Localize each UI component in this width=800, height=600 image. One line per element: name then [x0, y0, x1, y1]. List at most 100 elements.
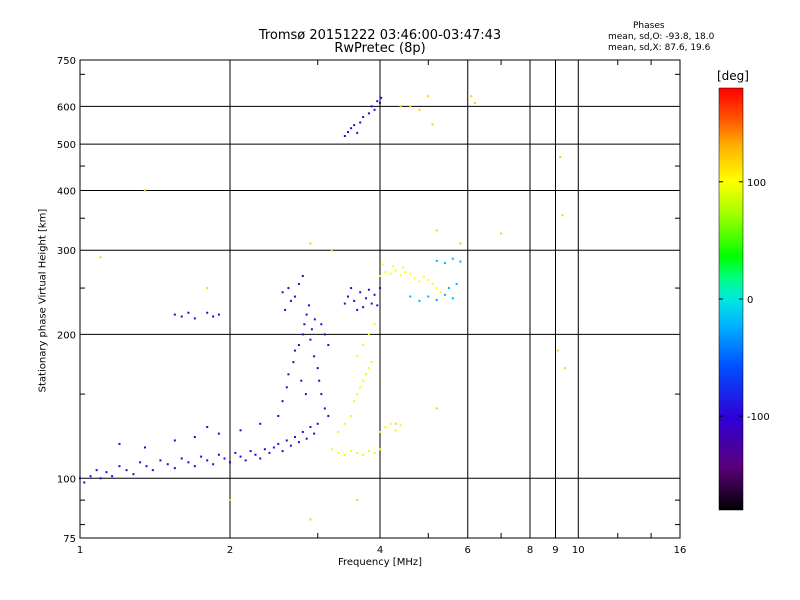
- data-point: [356, 355, 359, 358]
- x-tick-label: 6: [465, 545, 471, 556]
- data-point: [418, 280, 421, 283]
- data-point: [359, 386, 362, 389]
- data-point: [297, 441, 300, 444]
- colorbar-tick-label: -100: [747, 412, 770, 423]
- data-point: [362, 306, 365, 309]
- data-point: [180, 457, 183, 460]
- data-point: [563, 367, 566, 370]
- data-point: [399, 105, 402, 108]
- data-point: [206, 311, 209, 314]
- phases-x-stats: mean, sd,X: 87.6, 19.6: [608, 43, 711, 53]
- data-point: [380, 96, 383, 99]
- data-point: [451, 257, 454, 260]
- data-point: [402, 266, 405, 269]
- data-point: [95, 469, 98, 472]
- data-point: [118, 442, 121, 445]
- y-tick-label: 750: [57, 56, 76, 67]
- data-point: [143, 446, 146, 449]
- data-point: [362, 344, 365, 347]
- data-point: [356, 499, 359, 502]
- grid-lines: [80, 60, 680, 538]
- data-point: [145, 465, 148, 468]
- data-point: [301, 430, 304, 433]
- data-point: [343, 135, 346, 138]
- data-point: [356, 451, 359, 454]
- data-point: [244, 459, 247, 462]
- data-point: [373, 108, 376, 111]
- data-point: [307, 304, 310, 307]
- data-point: [373, 293, 376, 296]
- data-point: [313, 355, 316, 358]
- data-point: [343, 422, 346, 425]
- data-point: [439, 291, 442, 294]
- data-point: [139, 461, 142, 464]
- data-point: [206, 459, 209, 462]
- data-point: [200, 455, 203, 458]
- data-point: [272, 446, 275, 449]
- data-point: [413, 277, 416, 280]
- data-point: [316, 367, 319, 370]
- data-point: [399, 424, 402, 427]
- data-point: [359, 121, 362, 124]
- data-point: [373, 451, 376, 454]
- data-point: [427, 295, 430, 298]
- y-tick-label: 300: [57, 246, 76, 257]
- data-point: [418, 299, 421, 302]
- data-point: [356, 308, 359, 311]
- data-point: [337, 430, 340, 433]
- data-point: [287, 287, 290, 290]
- data-point: [268, 451, 271, 454]
- data-point: [206, 426, 209, 429]
- data-point: [99, 477, 102, 480]
- data-point: [384, 271, 387, 274]
- phases-o-stats: mean, sd,O: -93.8, 18.0: [608, 32, 715, 42]
- data-point: [394, 422, 397, 425]
- colorbar-tick-label: 100: [747, 178, 766, 189]
- data-point: [353, 299, 356, 302]
- data-point: [422, 275, 425, 278]
- data-points: [79, 95, 566, 521]
- data-point: [187, 461, 190, 464]
- data-point: [293, 349, 296, 352]
- y-tick-label: 100: [57, 474, 76, 485]
- data-point: [293, 295, 296, 298]
- data-point: [217, 432, 220, 435]
- data-point: [350, 287, 353, 290]
- data-point: [409, 295, 412, 298]
- data-point: [427, 278, 430, 281]
- data-point: [435, 229, 438, 232]
- data-point: [389, 272, 392, 275]
- data-point: [234, 451, 237, 454]
- data-point: [187, 311, 190, 314]
- data-point: [303, 323, 306, 326]
- data-point: [443, 262, 446, 265]
- data-point: [384, 426, 387, 429]
- x-tick-label: 16: [674, 545, 687, 556]
- data-point: [159, 459, 162, 462]
- data-point: [346, 295, 349, 298]
- data-point: [373, 323, 376, 326]
- data-point: [217, 313, 220, 316]
- data-point: [367, 288, 370, 291]
- data-point: [431, 282, 434, 285]
- data-point: [301, 333, 304, 336]
- data-point: [459, 260, 462, 263]
- data-point: [379, 448, 381, 451]
- data-point: [356, 131, 359, 134]
- data-point: [193, 317, 196, 320]
- data-point: [89, 475, 92, 478]
- data-point: [559, 156, 562, 159]
- data-point: [151, 469, 154, 472]
- data-point: [394, 269, 397, 272]
- data-point: [370, 302, 373, 305]
- data-point: [309, 338, 312, 341]
- data-point: [337, 451, 340, 454]
- data-point: [327, 344, 330, 347]
- data-point: [166, 463, 169, 466]
- phases-heading: Phases: [633, 21, 665, 31]
- data-point: [277, 414, 280, 417]
- data-point: [350, 414, 353, 417]
- data-point: [367, 450, 370, 453]
- data-point: [443, 293, 446, 296]
- data-point: [435, 407, 438, 410]
